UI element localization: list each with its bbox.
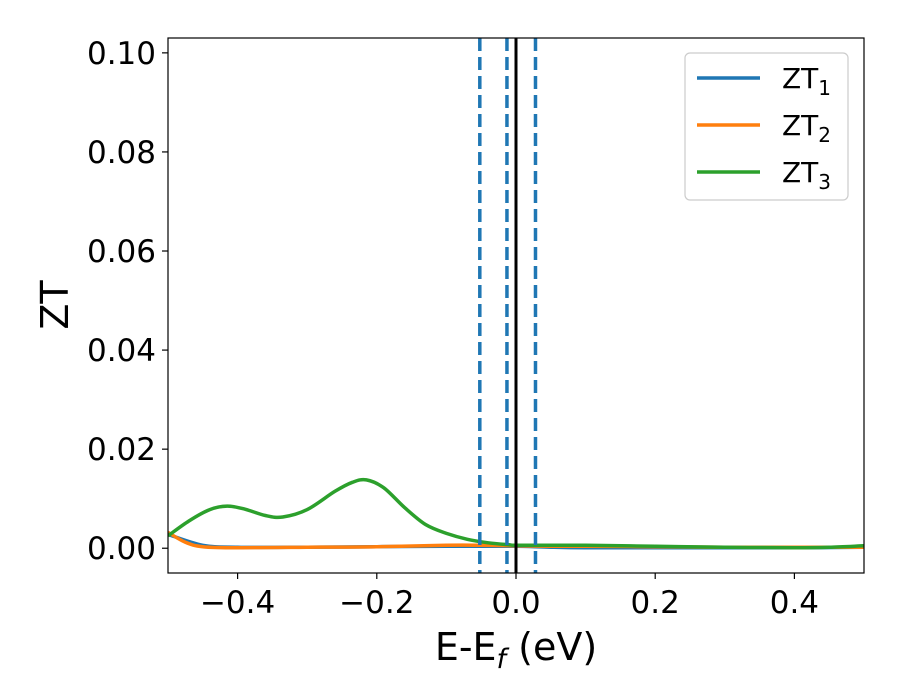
x-tick-label: 0.4: [770, 585, 819, 621]
legend-frame: [684, 52, 849, 201]
y-tick-label: 0.00: [87, 531, 156, 567]
x-tick-label: −0.4: [200, 585, 275, 621]
y-tick-label: 0.10: [87, 36, 156, 72]
legend-label-zt2: ZT2: [782, 109, 831, 147]
plot-marks: [168, 38, 864, 573]
y-tick-label: 0.04: [87, 333, 156, 369]
x-axis-label: E-Ef (eV): [435, 625, 597, 675]
x-tick-label: 0.0: [491, 585, 540, 621]
x-tick-label: 0.2: [631, 585, 680, 621]
legend-label-zt3: ZT3: [782, 156, 831, 194]
y-tick-label: 0.08: [87, 135, 156, 171]
y-tick-label: 0.02: [87, 432, 156, 468]
y-axis: 0.00 0.02 0.04 0.06 0.08 0.10: [87, 36, 168, 567]
y-axis-label: ZT: [33, 280, 77, 330]
legend-label-zt1: ZT1: [782, 62, 831, 100]
series-line-zt3: [168, 477, 864, 550]
y-tick-label: 0.06: [87, 234, 156, 270]
x-axis: −0.4 −0.2 0.0 0.2 0.4: [200, 573, 819, 621]
x-tick-label: −0.2: [339, 585, 414, 621]
legend: ZT1 ZT2 ZT3: [684, 52, 849, 201]
